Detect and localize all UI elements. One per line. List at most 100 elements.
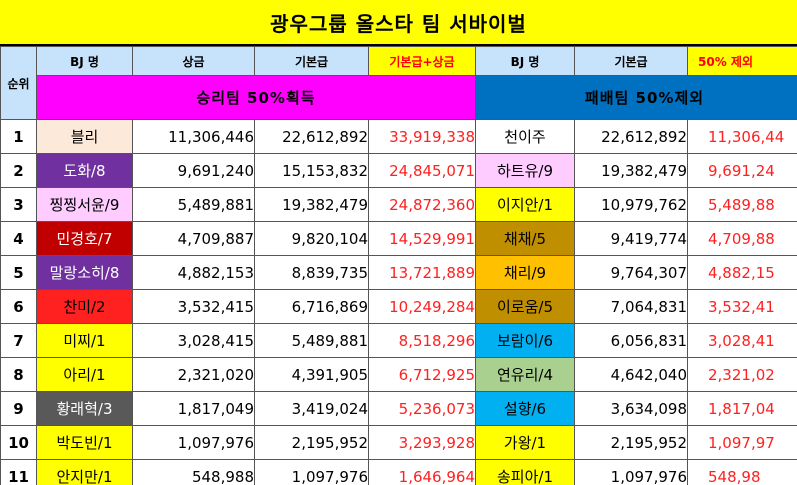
rank-cell: 3 [0,187,37,222]
table-row: 11 안지만/1 548,988 1,097,976 1,646,964 송피아/1 1,0… [0,459,797,485]
win-prize-cell: 548,988 [132,459,255,485]
win-base-cell: 19,382,479 [254,187,369,222]
win-total-header: 기본급+상금 [368,46,476,76]
table-row: 4 민경호/7 4,709,887 9,820,104 14,529,991 채채/5 9,… [0,221,797,256]
lose-deduct-cell: 3,028,41 [687,323,797,358]
lose-base-cell: 4,642,040 [574,357,688,392]
lose-bj-header: BJ 명 [475,46,575,76]
table-row: 3 찡찡서윤/9 5,489,881 19,382,479 24,872,360 이지안/… [0,187,797,222]
lose-deduct-cell: 2,321,02 [687,357,797,392]
lose-base-cell: 19,382,479 [574,153,688,188]
win-base-cell: 3,419,024 [254,391,369,426]
win-bj-name: 황래혁/3 [36,391,133,426]
rank-header: 순위 [0,46,37,120]
lose-bj-name: 채리/9 [475,255,575,290]
lose-deduct-cell: 3,532,41 [687,289,797,324]
lose-deduct-cell: 548,98 [687,459,797,485]
win-total-cell: 5,236,073 [368,391,476,426]
lose-bj-name: 이지안/1 [475,187,575,222]
lose-bj-name: 채채/5 [475,221,575,256]
win-total-cell: 10,249,284 [368,289,476,324]
win-prize-cell: 3,532,415 [132,289,255,324]
win-bj-name: 박도빈/1 [36,425,133,460]
win-bj-name: 블리 [36,119,133,154]
rank-cell: 11 [0,459,37,485]
lose-bj-name: 천이주 [475,119,575,154]
table-row: 6 찬미/2 3,532,415 6,716,869 10,249,284 이로움/5 7,… [0,289,797,324]
lose-bj-name: 설향/6 [475,391,575,426]
table-row: 10 박도빈/1 1,097,976 2,195,952 3,293,928 가왕/1 2,… [0,425,797,460]
lose-base-cell: 7,064,831 [574,289,688,324]
lose-deduct-cell: 9,691,24 [687,153,797,188]
standings-table: 순위 BJ 명 상금 기본급 기본급+상금 BJ 명 기본급 50% 제외 승리… [0,46,797,485]
rank-cell: 7 [0,323,37,358]
win-bj-name: 찬미/2 [36,289,133,324]
lose-deduct-cell: 4,709,88 [687,221,797,256]
win-prize-cell: 9,691,240 [132,153,255,188]
table-row: 8 아리/1 2,321,020 4,391,905 6,712,925 연유리/4 4,6… [0,357,797,392]
win-base-cell: 22,612,892 [254,119,369,154]
lose-base-cell: 1,097,976 [574,459,688,485]
win-prize-cell: 1,817,049 [132,391,255,426]
win-total-cell: 24,845,071 [368,153,476,188]
win-total-cell: 3,293,928 [368,425,476,460]
lose-base-cell: 10,979,762 [574,187,688,222]
lose-base-cell: 9,419,774 [574,221,688,256]
win-bj-name: 안지만/1 [36,459,133,485]
win-team-band: 승리팀 50%획득 [36,75,476,120]
table-row: 2 도화/8 9,691,240 15,153,832 24,845,071 하트유/9 1… [0,153,797,188]
win-prize-cell: 2,321,020 [132,357,255,392]
rank-cell: 8 [0,357,37,392]
rank-cell: 4 [0,221,37,256]
win-base-cell: 9,820,104 [254,221,369,256]
lose-bj-name: 연유리/4 [475,357,575,392]
header-row: 순위 BJ 명 상금 기본급 기본급+상금 BJ 명 기본급 50% 제외 [0,46,797,120]
lose-base-cell: 9,764,307 [574,255,688,290]
win-prize-cell: 4,709,887 [132,221,255,256]
win-base-cell: 15,153,832 [254,153,369,188]
win-base-cell: 5,489,881 [254,323,369,358]
win-base-cell: 4,391,905 [254,357,369,392]
sheet-title: 광우그룹 올스타 팀 서바이벌 [0,0,797,46]
win-total-cell: 24,872,360 [368,187,476,222]
lose-team-band: 패배팀 50%제외 [475,75,797,120]
lose-deduct-cell: 1,097,97 [687,425,797,460]
rank-cell: 6 [0,289,37,324]
win-bj-name: 말랑소히/8 [36,255,133,290]
lose-deduct-cell: 11,306,44 [687,119,797,154]
lose-bj-name: 이로움/5 [475,289,575,324]
lose-deduct-cell: 5,489,88 [687,187,797,222]
win-bj-name: 민경호/7 [36,221,133,256]
rank-cell: 10 [0,425,37,460]
lose-base-cell: 3,634,098 [574,391,688,426]
table-row: 1 블리 11,306,446 22,612,892 33,919,338 천이주 22,6… [0,119,797,154]
win-bj-name: 미찌/1 [36,323,133,358]
win-bj-header: BJ 명 [36,46,133,76]
win-bj-name: 아리/1 [36,357,133,392]
rank-cell: 5 [0,255,37,290]
lose-deduct-cell: 1,817,04 [687,391,797,426]
win-bj-name: 찡찡서윤/9 [36,187,133,222]
lose-bj-name: 보람이/6 [475,323,575,358]
lose-base-cell: 22,612,892 [574,119,688,154]
table-row: 9 황래혁/3 1,817,049 3,419,024 5,236,073 설향/6 3,6… [0,391,797,426]
table-row: 7 미찌/1 3,028,415 5,489,881 8,518,296 보람이/6 6,0… [0,323,797,358]
win-base-cell: 2,195,952 [254,425,369,460]
table-row: 5 말랑소히/8 4,882,153 8,839,735 13,721,889 채리/9 9… [0,255,797,290]
win-prize-cell: 1,097,976 [132,425,255,460]
win-base-cell: 6,716,869 [254,289,369,324]
win-total-cell: 33,919,338 [368,119,476,154]
rank-cell: 9 [0,391,37,426]
win-prize-cell: 5,489,881 [132,187,255,222]
team-band-row: 승리팀 50%획득 패배팀 50%제외 [1,75,797,120]
win-total-cell: 8,518,296 [368,323,476,358]
win-total-cell: 14,529,991 [368,221,476,256]
rank-cell: 2 [0,153,37,188]
lose-deduct-header: 50% 제외 [687,46,797,76]
lose-base-header: 기본급 [574,46,688,76]
lose-bj-name: 가왕/1 [475,425,575,460]
win-total-cell: 1,646,964 [368,459,476,485]
win-prize-cell: 4,882,153 [132,255,255,290]
win-base-cell: 1,097,976 [254,459,369,485]
